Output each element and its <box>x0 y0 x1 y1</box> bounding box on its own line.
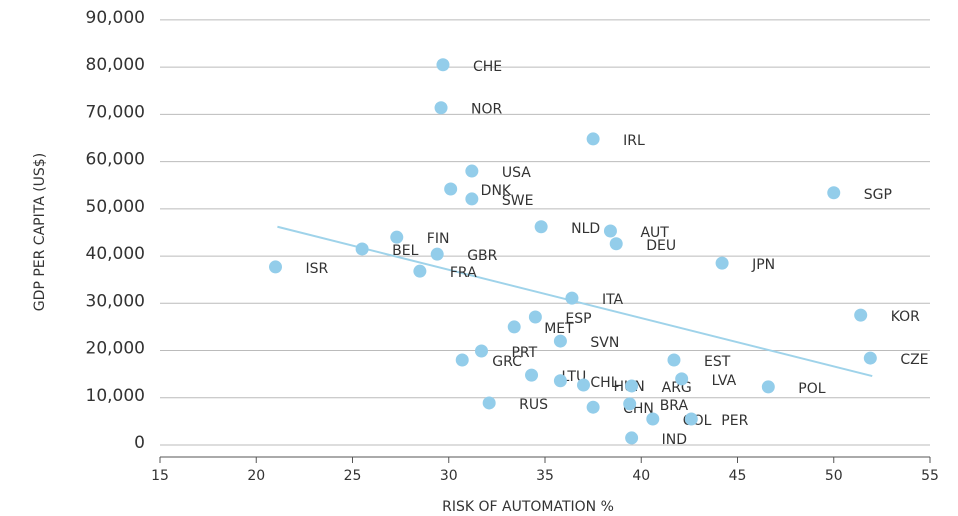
point <box>525 368 539 382</box>
point <box>603 224 617 238</box>
point <box>465 164 479 178</box>
point-label: GRC <box>492 354 522 370</box>
point <box>609 237 623 251</box>
y-tick-label: 70,000 <box>86 102 145 122</box>
x-tick-label: 15 <box>151 468 169 484</box>
point <box>355 242 369 256</box>
point-label: SGP <box>864 187 892 203</box>
point-label: NLD <box>571 221 600 237</box>
point-label: PRT <box>511 345 537 361</box>
point <box>667 353 681 367</box>
y-axis-label: GDP PER CAPITA (US$) <box>32 153 48 311</box>
point-label: CZE <box>900 352 928 368</box>
point-label: ISR <box>306 261 329 277</box>
point <box>586 132 600 146</box>
point <box>625 379 639 393</box>
y-tick-label: 20,000 <box>86 339 145 359</box>
point <box>507 320 521 334</box>
point-label: IND <box>662 432 687 448</box>
x-axis-label: RISK OF AUTOMATION % <box>442 499 614 515</box>
point-label: SVN <box>590 335 619 351</box>
x-tick-label: 20 <box>247 468 265 484</box>
point <box>675 372 689 386</box>
point-label: KOR <box>891 309 920 325</box>
point <box>623 397 637 411</box>
y-tick-label: 90,000 <box>86 8 145 28</box>
point <box>761 380 775 394</box>
point-label: RUS <box>519 397 548 413</box>
x-tick-label: 25 <box>344 468 362 484</box>
y-tick-label: 10,000 <box>86 386 145 406</box>
point <box>528 310 542 324</box>
point-label: NOR <box>471 102 502 118</box>
point-label: SWE <box>502 193 534 209</box>
point <box>863 351 877 365</box>
point-label: FIN <box>427 231 450 247</box>
point-label: GBR <box>467 248 497 264</box>
point <box>482 396 496 410</box>
point-label: AUT <box>640 225 669 241</box>
point-label: DEU <box>646 238 676 254</box>
point <box>684 412 698 426</box>
x-tick-label: 35 <box>536 468 554 484</box>
point-label: CHE <box>473 59 502 75</box>
point <box>534 220 548 234</box>
point <box>553 374 567 388</box>
x-tick-label: 40 <box>632 468 650 484</box>
point <box>434 101 448 115</box>
point-label: DNK <box>481 183 512 199</box>
x-tick-label: 45 <box>729 468 747 484</box>
point <box>715 256 729 270</box>
x-tick-label: 30 <box>440 468 458 484</box>
point-label: PER <box>721 413 748 429</box>
point-label: MET <box>544 321 574 337</box>
point <box>586 400 600 414</box>
point <box>430 247 444 261</box>
point <box>565 291 579 305</box>
point-label: EST <box>704 354 731 370</box>
point-label: ITA <box>602 292 624 308</box>
point-label: POL <box>798 381 825 397</box>
point-label: JPN <box>751 257 775 273</box>
point-label: LVA <box>712 373 737 389</box>
point <box>436 58 450 72</box>
y-tick-label: 60,000 <box>86 150 145 170</box>
y-tick-label: 0 <box>134 433 145 453</box>
point-label: BRA <box>660 398 689 414</box>
point <box>854 308 868 322</box>
point-label: ESP <box>565 311 591 327</box>
point <box>455 353 469 367</box>
point <box>390 230 404 244</box>
point <box>553 334 567 348</box>
point <box>577 378 590 392</box>
y-tick-label: 80,000 <box>86 55 145 75</box>
point <box>827 186 841 200</box>
point <box>465 192 479 206</box>
point <box>413 264 427 278</box>
point <box>444 182 458 196</box>
y-tick-label: 50,000 <box>86 197 145 217</box>
point <box>474 344 488 358</box>
point-label: BEL <box>392 243 418 259</box>
point-label: CHL <box>590 375 618 391</box>
point <box>646 412 660 426</box>
y-tick-label: 40,000 <box>86 244 145 264</box>
x-tick-label: 50 <box>825 468 843 484</box>
x-tick-label: 55 <box>921 468 939 484</box>
point-label: FRA <box>450 265 477 281</box>
point-label: USA <box>502 165 531 181</box>
point-label: IRL <box>623 133 645 149</box>
point <box>269 260 282 274</box>
y-tick-label: 30,000 <box>86 291 145 311</box>
point <box>625 431 639 445</box>
